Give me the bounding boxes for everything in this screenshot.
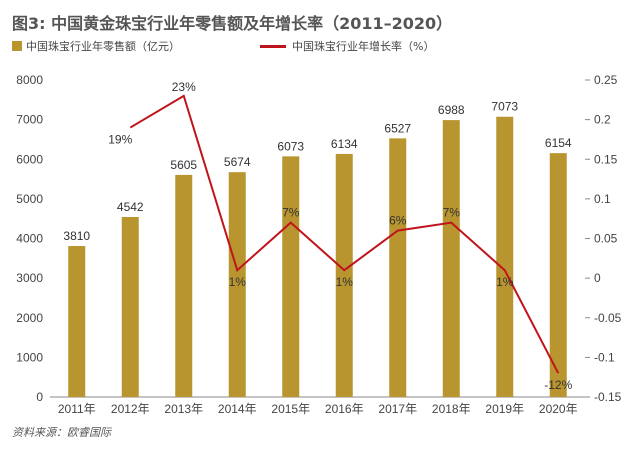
right-tick-label: 0.25 (594, 73, 618, 87)
x-tick-label: 2018年 (432, 402, 471, 416)
bar (175, 174, 193, 397)
line-label: 23% (172, 80, 196, 94)
right-tick-label: -0.1 (594, 350, 615, 364)
bar (496, 116, 514, 398)
chart-title: 图3: 中国黄金珠宝行业年零售额及年增长率（2011–2020） (12, 14, 453, 33)
bar-label: 4542 (117, 200, 144, 214)
line-label: 1% (229, 275, 247, 289)
bar-label: 6988 (438, 103, 465, 117)
bar (442, 120, 460, 398)
x-tick-label: 2015年 (271, 402, 310, 416)
left-tick-label: 4000 (16, 232, 43, 246)
legend-bar-swatch (12, 41, 22, 51)
source-note: 资料来源：欧睿国际 (12, 426, 111, 439)
left-tick-label: 2000 (16, 311, 43, 325)
line-label: 1% (496, 275, 514, 289)
bar (282, 156, 300, 397)
line-label: -12% (544, 378, 572, 392)
x-tick-label: 2014年 (218, 402, 257, 416)
bar (68, 246, 86, 397)
x-tick-label: 2013年 (164, 402, 203, 416)
bar-label: 3810 (63, 229, 90, 243)
x-tick-label: 2019年 (485, 402, 524, 416)
x-tick-label: 2020年 (539, 402, 578, 416)
legend-line-swatch (260, 44, 286, 48)
right-tick-label: 0.2 (594, 113, 611, 127)
bar-label: 5605 (170, 158, 197, 172)
bar-label: 6154 (545, 136, 572, 150)
legend: 中国珠宝行业年零售额（亿元） 中国珠宝行业年增长率（%） (12, 38, 434, 54)
left-tick-label: 8000 (16, 73, 43, 87)
x-tick-label: 2016年 (325, 402, 364, 416)
left-tick-label: 7000 (16, 113, 43, 127)
bar-label: 6527 (384, 121, 411, 135)
growth-line (129, 94, 560, 374)
bar-label: 7073 (491, 100, 518, 114)
line-label: 6% (389, 214, 407, 228)
bar-label: 5674 (224, 155, 251, 169)
legend-bar-label: 中国珠宝行业年零售额（亿元） (26, 40, 180, 53)
right-tick-label: 0.15 (594, 152, 618, 166)
line-label: 19% (108, 133, 132, 147)
bar (549, 153, 567, 397)
left-tick-label: 1000 (16, 350, 43, 364)
line-label: 7% (282, 206, 300, 220)
left-tick-label: 3000 (16, 271, 43, 285)
legend-line-label: 中国珠宝行业年增长率（%） (292, 40, 435, 53)
right-tick-label: -0.05 (594, 311, 622, 325)
left-tick-label: 6000 (16, 152, 43, 166)
left-tick-label: 5000 (16, 192, 43, 206)
bar-label: 6134 (331, 137, 358, 151)
bar (121, 217, 139, 397)
right-tick-label: 0 (594, 271, 601, 285)
bar (228, 172, 246, 397)
right-tick-label: -0.15 (594, 390, 622, 404)
line-label: 7% (443, 206, 461, 220)
left-tick-label: 0 (36, 390, 43, 404)
right-tick-label: 0.05 (594, 232, 618, 246)
x-tick-label: 2012年 (111, 402, 150, 416)
bar (335, 153, 353, 397)
bar (389, 138, 407, 398)
x-tick-label: 2011年 (58, 402, 96, 416)
x-tick-label: 2017年 (378, 402, 417, 416)
right-tick-label: 0.1 (594, 192, 611, 206)
line-label: 1% (336, 275, 354, 289)
bar-label: 6073 (277, 139, 304, 153)
